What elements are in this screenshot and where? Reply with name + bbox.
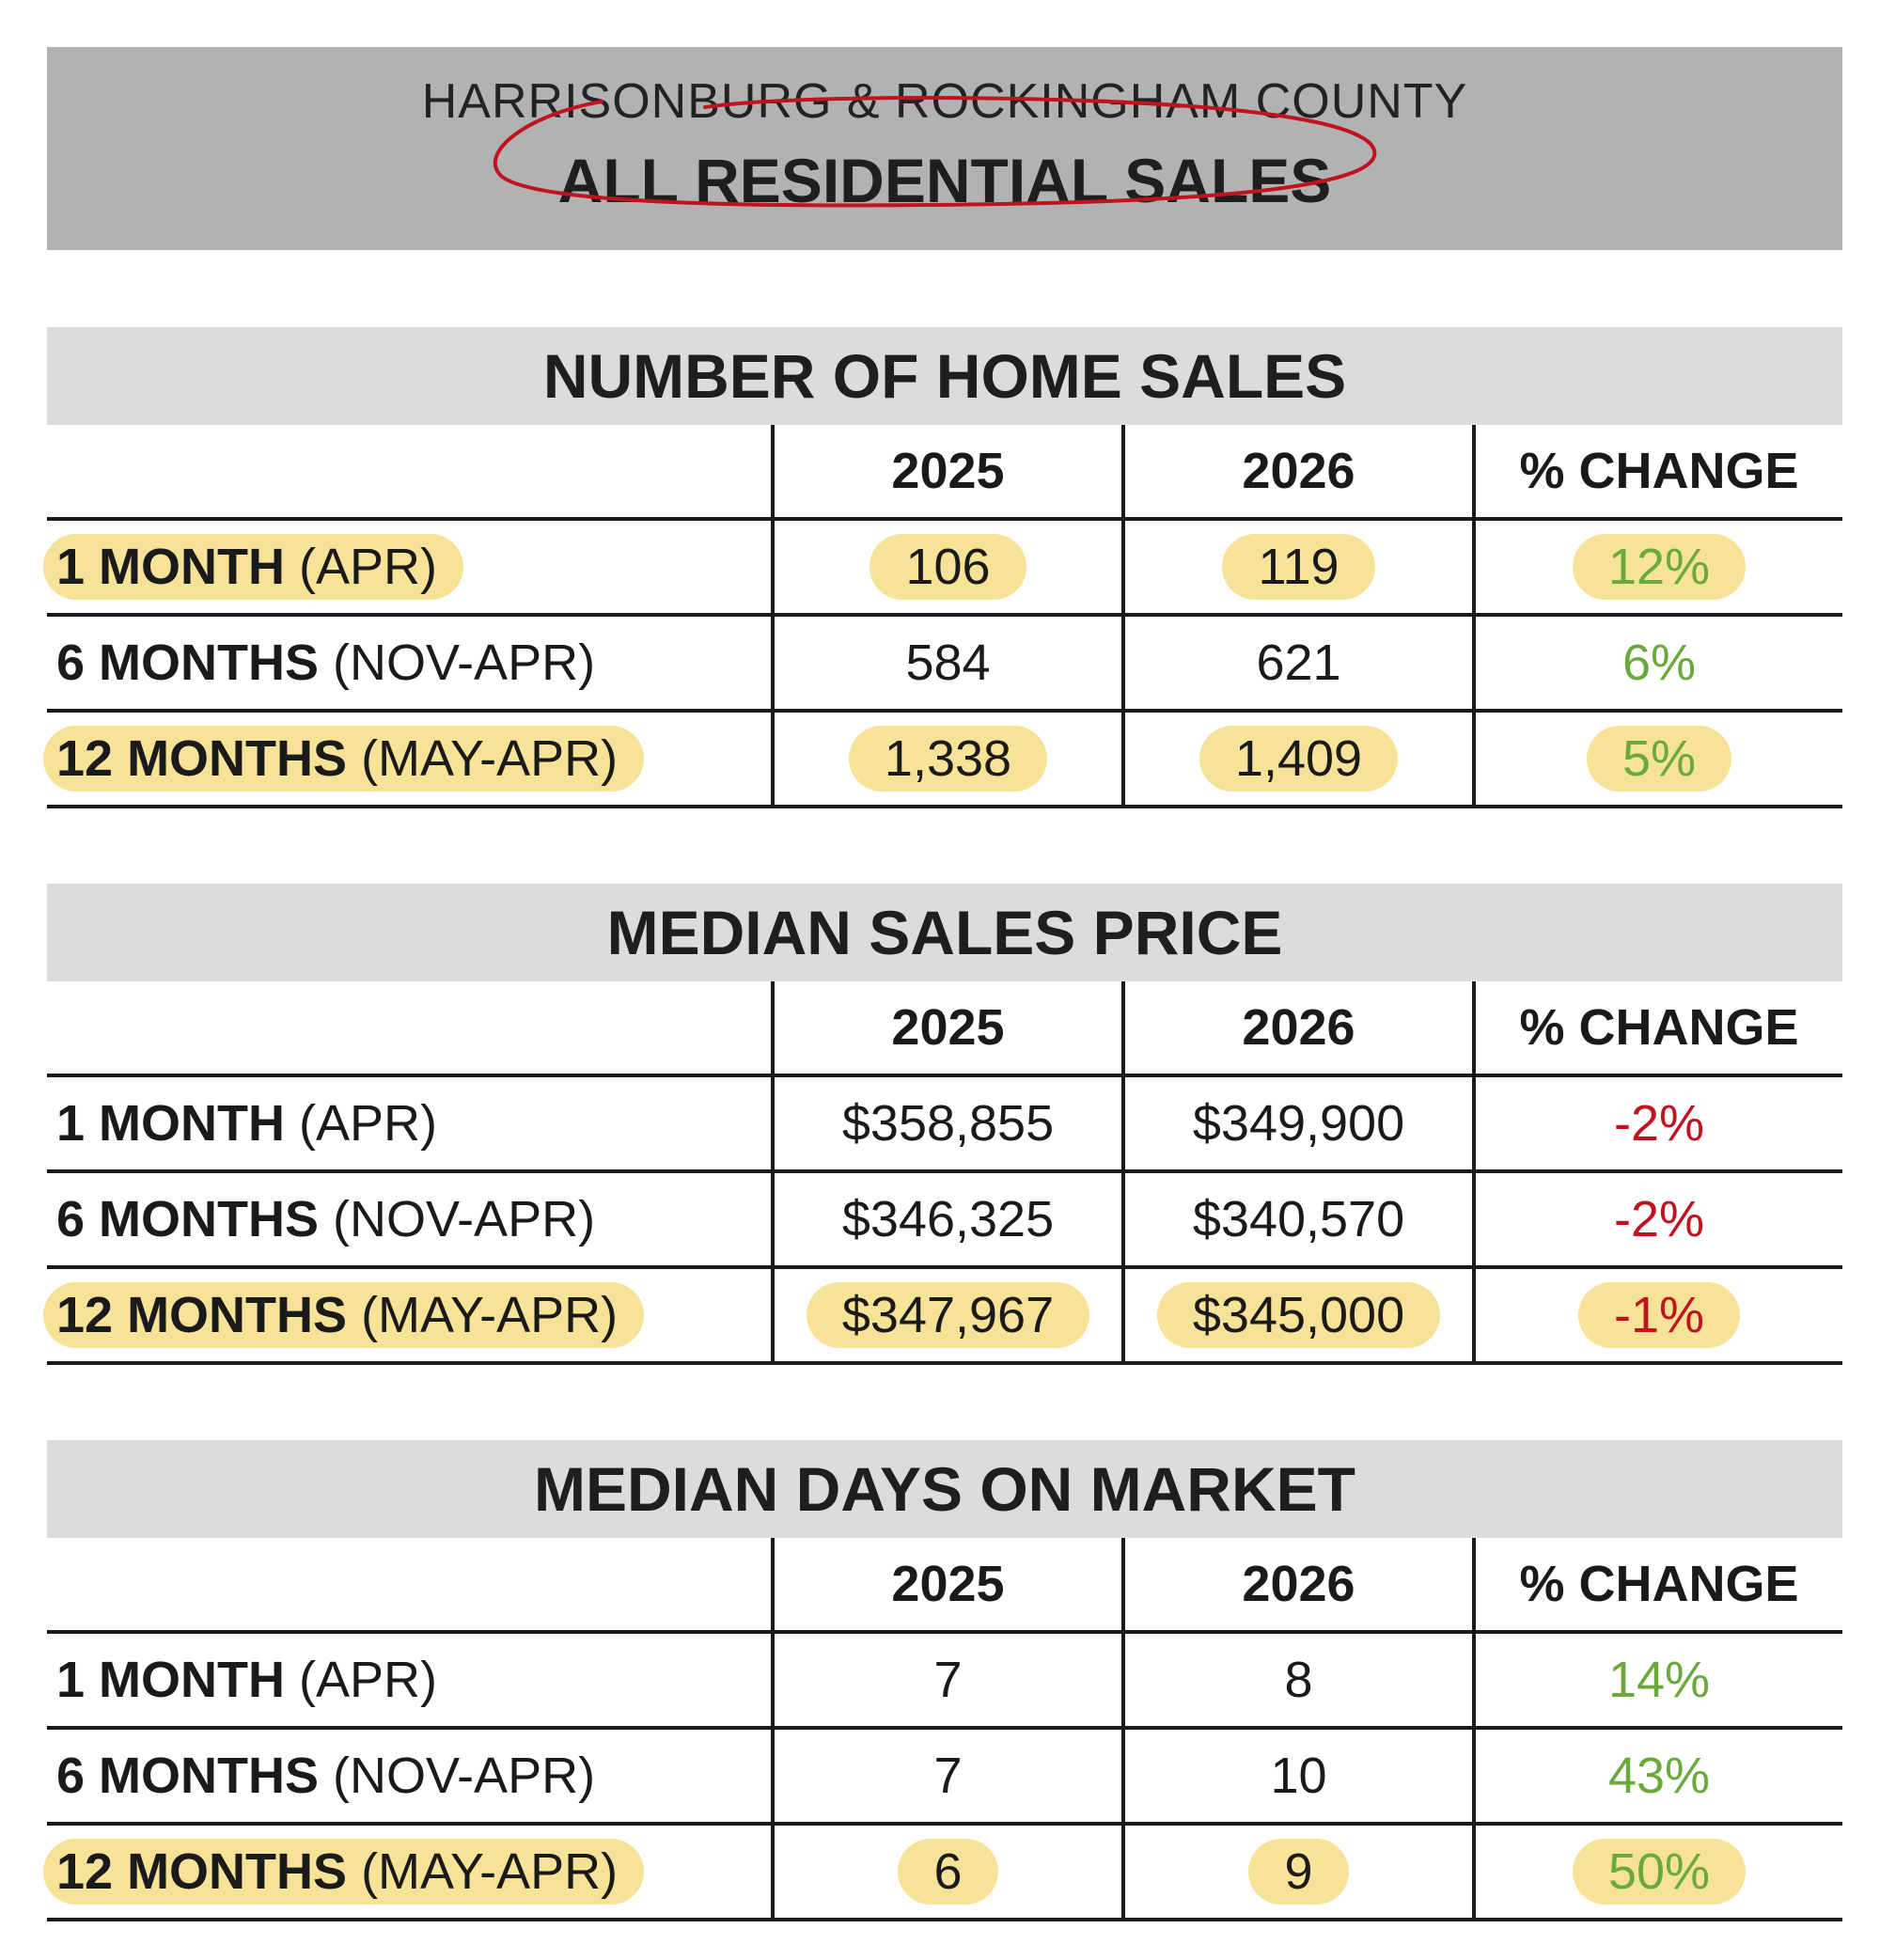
label-header: [47, 981, 773, 1077]
row-label: 6 MONTHS (NOV-APR): [47, 615, 773, 713]
value-2025: $358,855: [771, 1075, 1123, 1173]
table-row: 6 MONTHS (NOV-APR) 7 10 43%: [47, 1728, 1842, 1826]
percent-change: -2%: [1472, 1075, 1842, 1173]
table-row: 1 MONTH (APR) $358,855 $349,900 -2%: [47, 1075, 1842, 1173]
percent-change: 14%: [1472, 1632, 1842, 1730]
percent-change: 6%: [1472, 615, 1842, 713]
days-on-market-table: 2025 2026 % CHANGE 1 MONTH (APR) 7 8 14%…: [43, 1538, 1842, 1921]
percent-change: 43%: [1472, 1728, 1842, 1826]
column-header-2025: 2025: [771, 425, 1123, 521]
table-row: 12 MONTHS (MAY-APR) $347,967 $345,000 -1…: [43, 1267, 1842, 1365]
value-2025: 584: [771, 615, 1123, 713]
percent-change: 12%: [1472, 519, 1842, 617]
section-title: MEDIAN DAYS ON MARKET: [47, 1440, 1842, 1538]
table-row: 1 MONTH (APR) 106 119 12%: [43, 519, 1842, 617]
column-header-change: % CHANGE: [1472, 981, 1842, 1077]
percent-change: -2%: [1472, 1171, 1842, 1269]
column-header-2025: 2025: [771, 981, 1123, 1077]
value-2025: 7: [771, 1632, 1123, 1730]
value-2025: 7: [771, 1728, 1123, 1826]
value-2026: 9: [1121, 1824, 1474, 1921]
column-header-2025: 2025: [771, 1538, 1123, 1634]
value-2026: 1,409: [1121, 711, 1474, 808]
highlight-mark: 12 MONTHS (MAY-APR): [43, 726, 645, 792]
row-label: 6 MONTHS (NOV-APR): [47, 1728, 773, 1826]
percent-change: -1%: [1472, 1267, 1842, 1365]
row-label: 1 MONTH (APR): [47, 1632, 773, 1730]
column-header-2026: 2026: [1121, 425, 1474, 521]
value-2025: 1,338: [771, 711, 1123, 808]
highlight-mark: 12 MONTHS (MAY-APR): [43, 1282, 645, 1348]
table-row: 1 MONTH (APR) 7 8 14%: [47, 1632, 1842, 1730]
section-days-on-market: MEDIAN DAYS ON MARKET 2025 2026 % CHANGE…: [43, 1440, 1842, 1921]
report-header: HARRISONBURG & ROCKINGHAM COUNTY ALL RES…: [47, 47, 1842, 250]
value-2026: 621: [1121, 615, 1474, 713]
table-header-row: 2025 2026 % CHANGE: [47, 981, 1842, 1077]
value-2025: 6: [771, 1824, 1123, 1921]
table-header-row: 2025 2026 % CHANGE: [47, 425, 1842, 521]
highlight-mark: 1 MONTH (APR): [43, 534, 464, 600]
row-label: 12 MONTHS (MAY-APR): [43, 1824, 773, 1921]
value-2026: $349,900: [1121, 1075, 1474, 1173]
row-label: 12 MONTHS (MAY-APR): [43, 1267, 773, 1365]
row-label: 12 MONTHS (MAY-APR): [43, 711, 773, 808]
table-row: 6 MONTHS (NOV-APR) 584 621 6%: [47, 615, 1842, 713]
value-2025: $347,967: [771, 1267, 1123, 1365]
home-sales-table: 2025 2026 % CHANGE 1 MONTH (APR) 106 119…: [43, 425, 1842, 808]
section-title: MEDIAN SALES PRICE: [47, 884, 1842, 981]
label-header: [47, 425, 773, 521]
percent-change: 5%: [1472, 711, 1842, 808]
value-2026: 8: [1121, 1632, 1474, 1730]
table-header-row: 2025 2026 % CHANGE: [47, 1538, 1842, 1634]
value-2026: 10: [1121, 1728, 1474, 1826]
section-median-price: MEDIAN SALES PRICE 2025 2026 % CHANGE 1 …: [43, 884, 1842, 1365]
row-label: 1 MONTH (APR): [43, 519, 773, 617]
value-2026: 119: [1121, 519, 1474, 617]
section-title: NUMBER OF HOME SALES: [47, 327, 1842, 425]
report-title: ALL RESIDENTIAL SALES: [557, 146, 1332, 215]
table-row: 6 MONTHS (NOV-APR) $346,325 $340,570 -2%: [47, 1171, 1842, 1269]
value-2025: $346,325: [771, 1171, 1123, 1269]
column-header-2026: 2026: [1121, 981, 1474, 1077]
median-price-table: 2025 2026 % CHANGE 1 MONTH (APR) $358,85…: [43, 981, 1842, 1365]
highlight-mark: 12 MONTHS (MAY-APR): [43, 1839, 645, 1905]
row-label: 1 MONTH (APR): [47, 1075, 773, 1173]
row-label: 6 MONTHS (NOV-APR): [47, 1171, 773, 1269]
table-row: 12 MONTHS (MAY-APR) 1,338 1,409 5%: [43, 711, 1842, 808]
column-header-change: % CHANGE: [1472, 1538, 1842, 1634]
value-2026: $340,570: [1121, 1171, 1474, 1269]
column-header-2026: 2026: [1121, 1538, 1474, 1634]
county-title: HARRISONBURG & ROCKINGHAM COUNTY: [421, 74, 1468, 129]
value-2026: $345,000: [1121, 1267, 1474, 1365]
column-header-change: % CHANGE: [1472, 425, 1842, 521]
percent-change: 50%: [1472, 1824, 1842, 1921]
section-home-sales: NUMBER OF HOME SALES 2025 2026 % CHANGE …: [43, 327, 1842, 808]
table-row: 12 MONTHS (MAY-APR) 6 9 50%: [43, 1824, 1842, 1921]
value-2025: 106: [771, 519, 1123, 617]
label-header: [47, 1538, 773, 1634]
